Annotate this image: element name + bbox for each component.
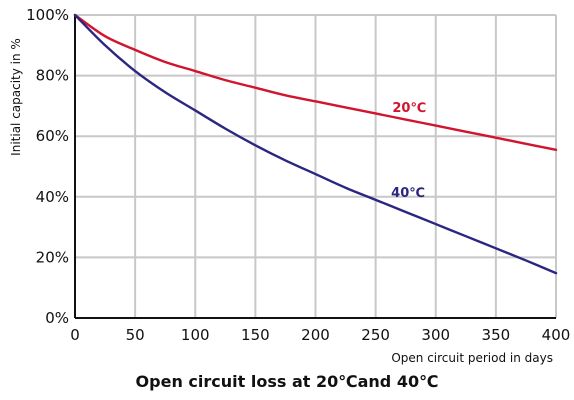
x-tick-label: 50 bbox=[126, 326, 145, 344]
series-line-1 bbox=[73, 13, 558, 275]
x-tick-label: 0 bbox=[70, 326, 80, 344]
axes bbox=[74, 15, 556, 319]
y-tick-label: 80% bbox=[36, 67, 69, 85]
y-tick-label: 100% bbox=[26, 6, 69, 24]
grid-lines bbox=[75, 14, 557, 318]
x-tick-label: 400 bbox=[542, 326, 571, 344]
y-tick-label: 60% bbox=[36, 127, 69, 145]
x-tick-label: 350 bbox=[482, 326, 511, 344]
x-tick-label: 200 bbox=[301, 326, 330, 344]
series-lines: 20℃ 40℃ bbox=[73, 13, 558, 275]
y-axis-label: Initial capacity in % bbox=[9, 38, 23, 156]
x-tick-label: 100 bbox=[181, 326, 210, 344]
x-tick-label: 300 bbox=[421, 326, 450, 344]
chart: 20℃ 40℃ 0 50 100 150 200 250 300 350 400 0% 20% 40% 6… bbox=[9, 6, 570, 365]
tick-labels: 0 50 100 150 200 250 300 350 400 0% 20% 40% 60% 80% 10… bbox=[26, 6, 570, 344]
y-tick-label: 20% bbox=[36, 248, 69, 266]
y-tick-label: 0% bbox=[45, 309, 69, 327]
x-axis-label: Open circuit period in days bbox=[391, 351, 553, 365]
series-label-1: 40℃ bbox=[391, 186, 425, 201]
y-tick-label: 40% bbox=[36, 188, 69, 206]
x-tick-label: 250 bbox=[361, 326, 390, 344]
series-line-0 bbox=[73, 13, 558, 152]
chart-title: Open circuit loss at 20℃and 40℃ bbox=[135, 372, 439, 391]
x-tick-label: 150 bbox=[241, 326, 270, 344]
series-label-0: 20℃ bbox=[392, 101, 426, 116]
